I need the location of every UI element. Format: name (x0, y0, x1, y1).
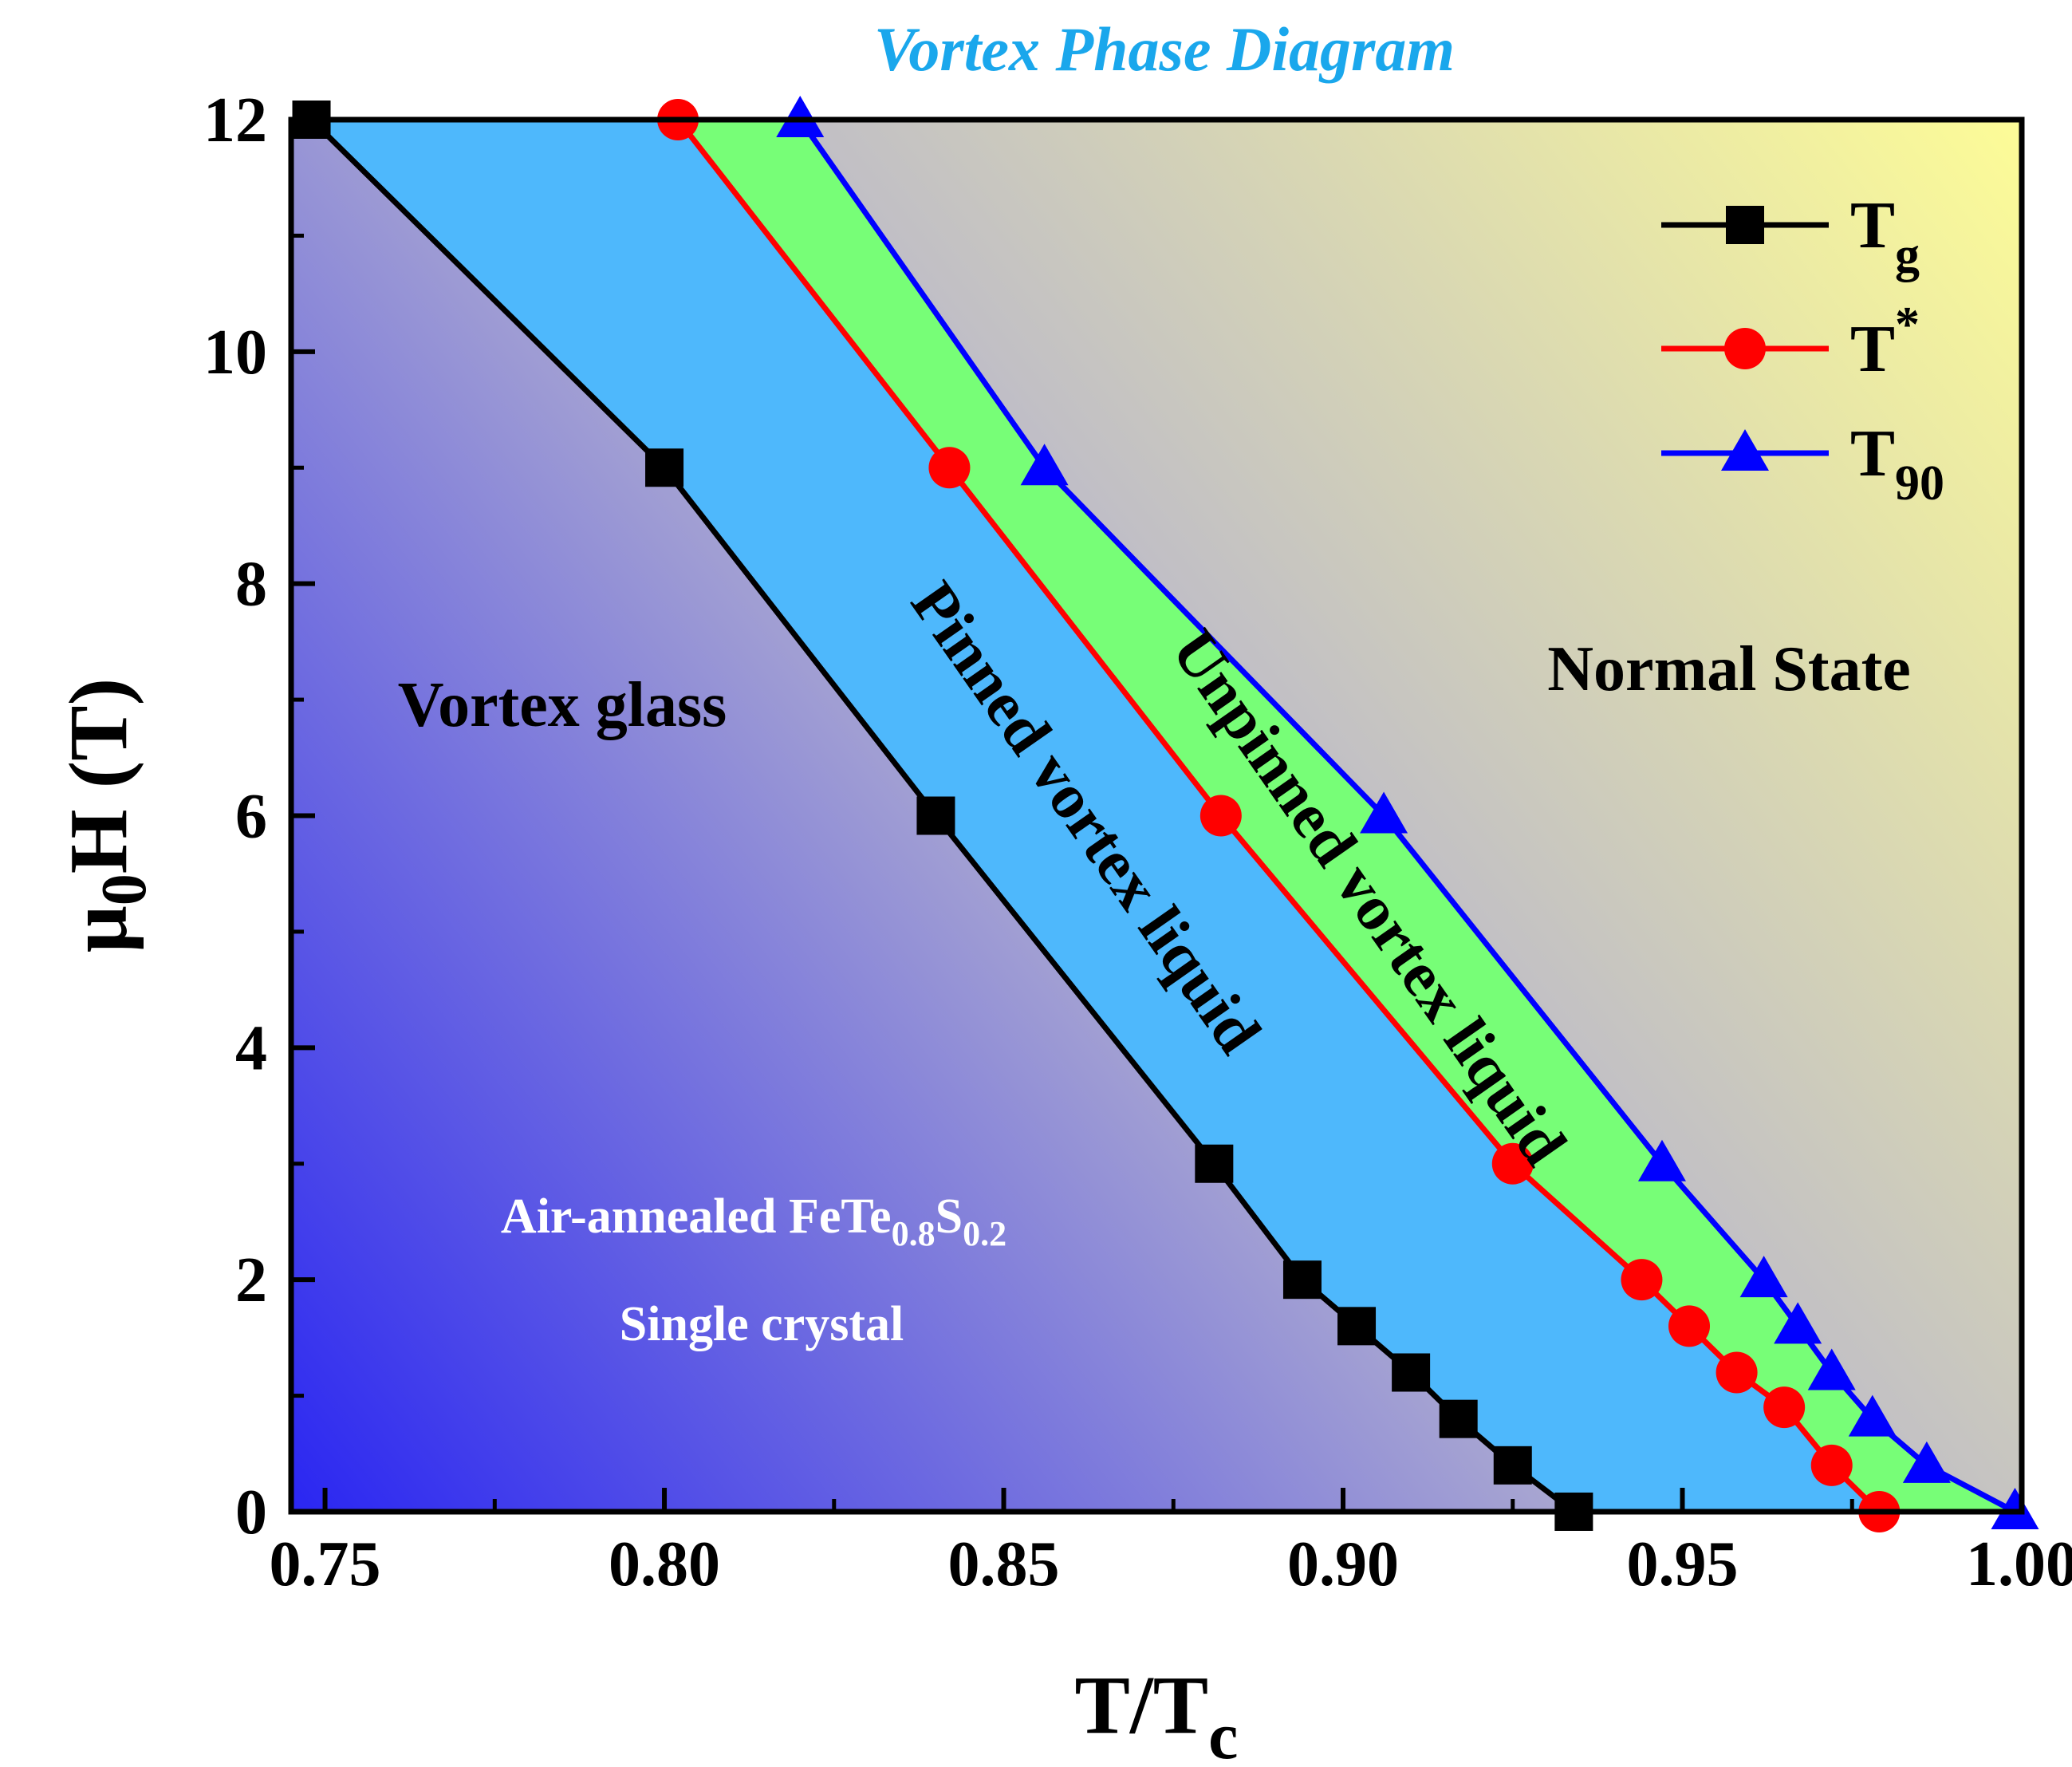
sample-description-line1: Air-annealed FeTe0.8S0.2 (501, 1189, 1006, 1253)
legend-marker-tstar (1724, 328, 1766, 369)
data-point-tg-5 (1337, 1307, 1377, 1346)
series-line-tg (309, 117, 1576, 1514)
data-point-t90-3 (1637, 1139, 1686, 1181)
axis-ticks: 0.75 0.80 0.85 0.90 0.95 1.00 0 2 4 6 8 10 12 (203, 85, 2072, 1599)
x-tick-label: 0.85 (948, 1529, 1060, 1599)
y-tick-label: 6 (235, 782, 267, 852)
x-tick-label: 1.00 (1966, 1529, 2072, 1599)
sample-formula-a: Air-annealed FeTe (501, 1189, 892, 1244)
data-point-t90-6 (1807, 1348, 1856, 1390)
legend-label-tstar: T* (1850, 298, 1920, 386)
pinned-liquid-region (311, 120, 1880, 1512)
data-point-tg-1 (645, 448, 684, 487)
data-point-tg-8 (1493, 1446, 1532, 1485)
x-tick-label: 0.95 (1627, 1529, 1739, 1599)
chart-title: Vortex Phase Diagram (874, 14, 1455, 84)
data-point-t90-8 (1902, 1441, 1951, 1483)
data-point-tstar-6 (1716, 1351, 1758, 1394)
x-tick-label: 0.75 (270, 1529, 381, 1599)
vortex-glass-label: Vortex glass (398, 670, 727, 740)
legend: Tg T* T90 (1661, 188, 1944, 511)
y-axis-label-post: H (T) (53, 678, 144, 874)
data-point-tstar-1 (928, 447, 971, 489)
data-point-tg-2 (916, 796, 955, 835)
data-point-t90-5 (1774, 1302, 1822, 1344)
data-point-tstar-4 (1621, 1259, 1663, 1301)
x-axis-label: T/Tc (1075, 1659, 1239, 1767)
legend-marker-tg (1726, 206, 1764, 244)
data-point-tg-4 (1282, 1260, 1322, 1300)
y-tick-label: 8 (235, 550, 267, 620)
sample-formula-sub2: 0.2 (963, 1214, 1006, 1253)
unpinned-liquid-region (678, 120, 2015, 1512)
y-tick-label: 2 (235, 1245, 267, 1315)
data-point-t90-7 (1848, 1394, 1897, 1437)
data-point-tg-3 (1195, 1144, 1234, 1183)
y-tick-label: 0 (235, 1477, 267, 1548)
data-point-tstar-3 (1491, 1142, 1534, 1185)
sample-formula-sub1: 0.8 (892, 1214, 936, 1253)
data-point-tstar-2 (1199, 795, 1242, 837)
x-axis-label-sub: c (1208, 1699, 1238, 1767)
data-point-t90-1 (1020, 444, 1069, 486)
series-layer (292, 96, 2039, 1532)
data-point-t90-4 (1739, 1256, 1788, 1298)
legend-marker-t90 (1721, 429, 1769, 471)
data-point-t90-0 (776, 96, 825, 137)
y-axis-label-sub: 0 (89, 874, 160, 905)
data-point-tstar-7 (1763, 1386, 1806, 1429)
data-point-tg-7 (1439, 1399, 1478, 1438)
y-tick-label: 4 (235, 1013, 267, 1083)
normal-state-label: Normal State (1547, 634, 1910, 704)
phase-regions (311, 120, 2015, 1512)
data-point-tstar-8 (1810, 1444, 1853, 1486)
legend-label-t90: T90 (1850, 416, 1944, 511)
legend-label-tg: Tg (1850, 188, 1920, 282)
x-tick-label: 0.90 (1287, 1529, 1399, 1599)
sample-formula-b: S (936, 1189, 963, 1244)
data-point-t90-2 (1360, 791, 1408, 834)
x-tick-label: 0.80 (609, 1529, 720, 1599)
x-axis-label-main: T/T (1075, 1659, 1209, 1751)
data-point-tstar-5 (1668, 1305, 1711, 1347)
data-point-t90-9 (1991, 1488, 2039, 1529)
data-point-tg-6 (1392, 1353, 1431, 1392)
y-axis-label: μ0H (T) (53, 678, 160, 953)
series-line-tstar (676, 117, 1881, 1514)
y-tick-label: 10 (203, 318, 267, 388)
sample-description-line2: Single crystal (620, 1297, 904, 1351)
y-axis-label-pre: μ (53, 905, 144, 953)
series-line-t90 (798, 117, 2017, 1515)
y-tick-label: 12 (203, 85, 267, 156)
